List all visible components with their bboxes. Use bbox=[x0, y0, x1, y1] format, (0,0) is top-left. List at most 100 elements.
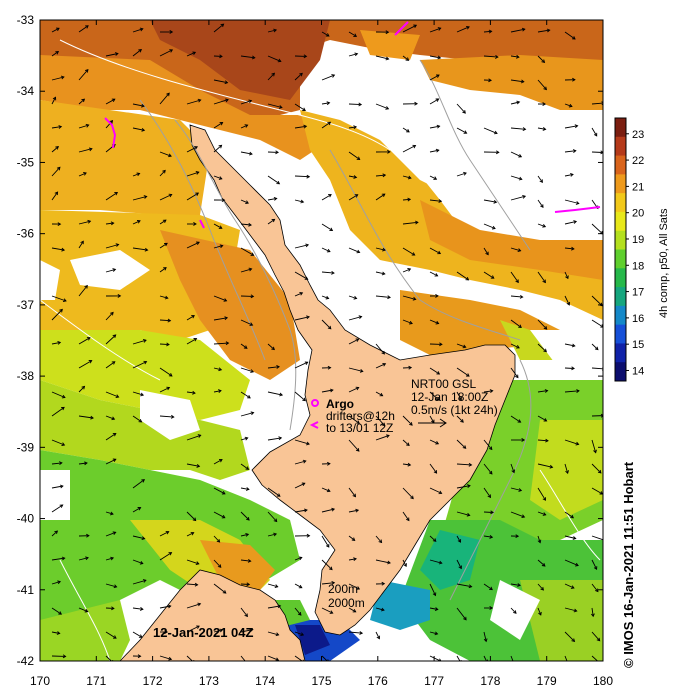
current-vector-head bbox=[194, 582, 199, 587]
current-vector bbox=[429, 74, 440, 81]
current-vector-head bbox=[224, 80, 229, 85]
current-vector-head bbox=[571, 343, 576, 348]
current-vector-head bbox=[273, 518, 278, 523]
current-vector-head bbox=[278, 105, 283, 109]
current-vector bbox=[591, 295, 603, 307]
current-vector-head bbox=[163, 267, 167, 271]
current-vector-head bbox=[303, 54, 308, 59]
current-vector-head bbox=[571, 36, 576, 40]
current-vector bbox=[159, 367, 173, 377]
current-vector bbox=[348, 509, 359, 513]
current-vector bbox=[294, 655, 303, 661]
current-vector bbox=[240, 124, 248, 129]
current-vector bbox=[510, 415, 521, 423]
current-vector-head bbox=[410, 495, 414, 500]
current-vector-head bbox=[168, 552, 173, 556]
current-vector bbox=[510, 101, 520, 105]
current-vector-head bbox=[542, 102, 547, 106]
current-vector-head bbox=[458, 396, 462, 401]
colorbar-segment bbox=[615, 268, 626, 288]
current-vector-head bbox=[329, 227, 334, 231]
current-vector-head bbox=[144, 247, 149, 252]
current-vector bbox=[564, 583, 575, 589]
colorbar-segment bbox=[615, 305, 626, 326]
current-vector-head bbox=[549, 464, 554, 469]
current-vector-head bbox=[540, 204, 544, 209]
current-vector-head bbox=[489, 389, 494, 394]
current-vector bbox=[348, 535, 355, 541]
current-vector-head bbox=[354, 52, 359, 57]
current-vector bbox=[267, 391, 283, 396]
current-vector bbox=[132, 391, 144, 396]
current-vector-head bbox=[225, 341, 230, 346]
current-vector-head bbox=[302, 397, 306, 402]
current-vector bbox=[78, 240, 84, 249]
current-scale-arrow bbox=[418, 418, 447, 428]
current-vector bbox=[294, 439, 310, 445]
current-vector-head bbox=[221, 198, 226, 202]
current-vector-head bbox=[490, 275, 495, 279]
current-vector bbox=[348, 103, 362, 106]
current-vector-head bbox=[387, 149, 391, 154]
current-vector-head bbox=[359, 631, 364, 635]
current-vector-head bbox=[328, 194, 332, 198]
current-vector-head bbox=[512, 610, 517, 614]
drifter-track-1 bbox=[104, 117, 117, 149]
current-vector-head bbox=[409, 320, 413, 325]
current-vector bbox=[132, 220, 141, 225]
current-vector-head bbox=[299, 72, 303, 77]
current-vector bbox=[294, 244, 309, 249]
current-vector bbox=[105, 631, 117, 639]
current-vector bbox=[213, 79, 228, 84]
current-vector bbox=[510, 583, 521, 586]
current-vector bbox=[213, 367, 222, 371]
current-vector-head bbox=[353, 125, 358, 130]
current-vector-head bbox=[570, 172, 574, 177]
current-vector-head bbox=[57, 340, 62, 345]
current-vector-head bbox=[299, 291, 304, 296]
current-vector bbox=[429, 631, 438, 635]
current-vector-head bbox=[273, 532, 278, 537]
current-vector bbox=[348, 247, 360, 253]
current-vector bbox=[456, 103, 466, 114]
current-vector-head bbox=[518, 324, 522, 329]
current-vector-head bbox=[196, 625, 200, 629]
current-vector-head bbox=[164, 242, 168, 247]
current-vector-head bbox=[494, 130, 498, 135]
current-vector bbox=[159, 387, 170, 393]
current-vector bbox=[132, 559, 143, 565]
current-vector-head bbox=[493, 199, 498, 204]
current-vector bbox=[105, 433, 117, 441]
current-vector-head bbox=[432, 592, 437, 597]
x-tick-label: 174 bbox=[255, 674, 275, 688]
current-vector bbox=[132, 49, 142, 57]
current-vector bbox=[456, 391, 462, 401]
current-vector-head bbox=[168, 373, 173, 377]
current-vector bbox=[483, 223, 496, 229]
current-vector-head bbox=[167, 604, 172, 609]
current-vector-head bbox=[352, 608, 357, 613]
x-tick-label: 177 bbox=[424, 674, 444, 688]
current-vector-head bbox=[325, 295, 330, 300]
current-vector bbox=[510, 607, 517, 614]
current-vector-head bbox=[271, 218, 276, 223]
current-vector-head bbox=[115, 394, 120, 398]
current-vector bbox=[564, 343, 575, 347]
current-vector-head bbox=[381, 350, 385, 355]
current-vector bbox=[132, 103, 145, 107]
current-vector-head bbox=[194, 146, 198, 150]
current-vector-head bbox=[437, 27, 442, 31]
current-vector bbox=[105, 655, 112, 661]
current-vector bbox=[402, 127, 410, 133]
current-vector bbox=[240, 247, 254, 256]
colorbar-frame bbox=[614, 117, 627, 382]
current-vector bbox=[159, 267, 167, 273]
current-vector-head bbox=[495, 150, 500, 155]
current-vector bbox=[348, 194, 358, 201]
current-vector bbox=[186, 655, 194, 661]
current-vector-head bbox=[517, 248, 522, 253]
current-vector bbox=[348, 439, 360, 452]
current-vector-head bbox=[142, 579, 147, 583]
current-vector-head bbox=[219, 54, 223, 59]
current-vector bbox=[51, 439, 65, 446]
